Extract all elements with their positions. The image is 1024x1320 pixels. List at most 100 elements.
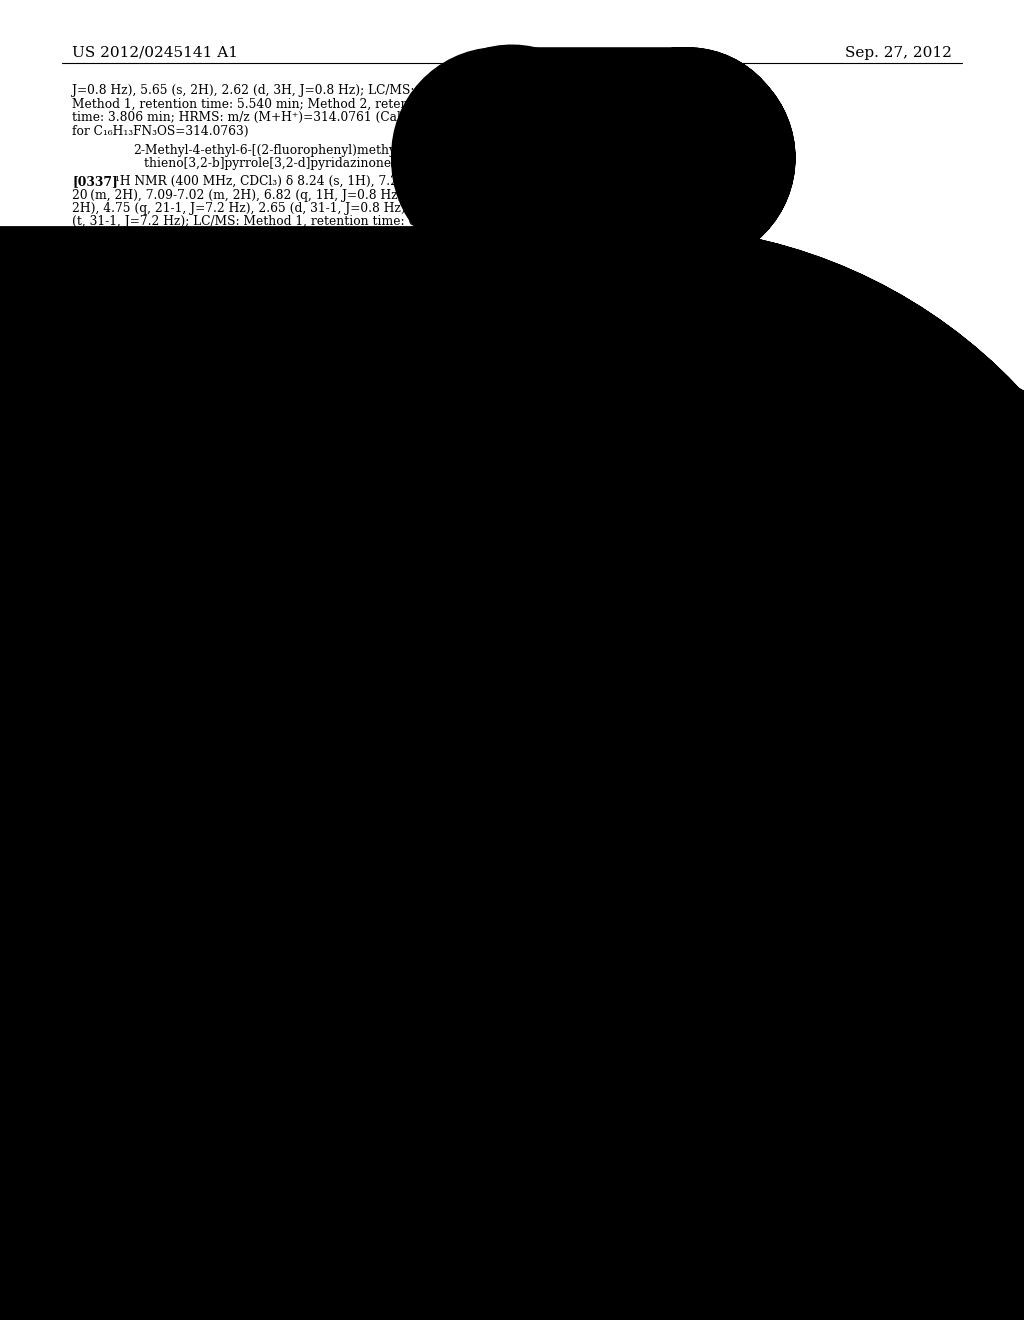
Text: procedure as preparing analogue 87. Following the same: procedure as preparing analogue 87. Foll… (72, 536, 429, 549)
Text: N: N (599, 334, 610, 346)
Text: H: H (613, 1005, 623, 1015)
Text: To a solution of carboxylate 79 (251 mg, 1.00 mmol): To a solution of carboxylate 79 (251 mg,… (115, 442, 440, 455)
Text: min; Method 2, retention time: 4.100 min; HRMS: m/z: min; Method 2, retention time: 4.100 min… (72, 363, 411, 375)
Text: a solution of carboxylate 96 dissolved in acetic anhydride (10: a solution of carboxylate 96 dissolved i… (535, 502, 918, 515)
Text: O₂N: O₂N (523, 983, 550, 997)
Text: (t, 31-1, J=7.2 Hz); LC/MS: Method 1, retention time: 6.630: (t, 31-1, J=7.2 Hz); LC/MS: Method 1, re… (72, 215, 443, 228)
Text: 93: 93 (212, 1175, 228, 1188)
Text: over MgSO₄. After the removal of organic solvent, the residue: over MgSO₄. After the removal of organic… (535, 583, 921, 597)
Text: O: O (630, 102, 640, 114)
Text: 1076).: 1076). (72, 256, 112, 269)
Text: 1/6) to give the desired nitration product 94 (148 mg, 12%) as: 1/6) to give the desired nitration produ… (535, 610, 924, 623)
Text: Ethyl-6-nitro-4H-thieno[3,2-b]pyrrole-5-carboxylate: Ethyl-6-nitro-4H-thieno[3,2-b]pyrrole-5-… (600, 445, 920, 458)
Text: S: S (610, 829, 620, 842)
Text: 20 (m, 2H), 7.09-7.02 (m, 2H), 6.82 (q, 1H, J=0.8 Hz), 5.53 (s,: 20 (m, 2H), 7.09-7.02 (m, 2H), 6.82 (q, … (72, 189, 457, 202)
Text: N: N (604, 152, 615, 165)
Text: H: H (648, 875, 657, 884)
Text: J=0.8 Hz), 5.65 (s, 2H), 2.62 (d, 3H, J=0.8 Hz); LC/MS:: J=0.8 Hz), 5.65 (s, 2H), 2.62 (d, 3H, J=… (72, 84, 415, 96)
Text: N: N (632, 871, 643, 884)
Text: H: H (593, 755, 603, 766)
Text: thieno[3,2-b]pyrrole[3,2-d]pyridazinone (90): thieno[3,2-b]pyrrole[3,2-d]pyridazinone … (143, 157, 420, 170)
Text: 96: 96 (580, 789, 596, 803)
Text: 2-Methyl-4-ethyl-6-[(2-fluorophenyl)methyl]-4H-: 2-Methyl-4-ethyl-6-[(2-fluorophenyl)meth… (133, 144, 431, 157)
Text: in THF (5 mL) cooled to −78° C. was added 3M MeMgCl: in THF (5 mL) cooled to −78° C. was adde… (72, 455, 425, 469)
Text: (300 mg, 25%).: (300 mg, 25%). (535, 638, 630, 649)
Text: N: N (155, 1002, 166, 1015)
Text: [0337]: [0337] (72, 176, 118, 187)
Text: CO₂Et: CO₂Et (187, 1006, 226, 1019)
Text: IBX: IBX (328, 1109, 350, 1122)
Text: S: S (196, 1078, 204, 1092)
Text: mg, 54%) as a white solid. The secondary alcohol was oxi-: mg, 54%) as a white solid. The secondary… (72, 510, 433, 523)
Text: OH: OH (264, 1077, 286, 1090)
Text: S: S (126, 958, 134, 972)
Text: US 2012/0245141 A1: US 2012/0245141 A1 (72, 46, 238, 59)
Text: 94: 94 (592, 220, 608, 234)
Text: CO₂Et: CO₂Et (617, 755, 656, 768)
Text: 92: 92 (597, 425, 612, 438)
Text: time: 3.806 min; HRMS: m/z (M+H⁺)=314.0761 (Calculated: time: 3.806 min; HRMS: m/z (M+H⁺)=314.07… (72, 111, 447, 124)
Text: [0340]: [0340] (535, 475, 581, 488)
Text: N: N (577, 751, 588, 764)
Text: (M+H⁺)=356.1232  (Calculated  for  C₁₉H₁₉FN₃OS₂=356.: (M+H⁺)=356.1232 (Calculated for C₁₉H₁₉FN… (72, 376, 427, 389)
Text: 61-1, J=7.2 Hz); LC/MS: Method 1, retention time: 6.897: 61-1, J=7.2 Hz); LC/MS: Method 1, retent… (72, 348, 426, 362)
Text: time: 6.659 min; Method 2, retention time: 3.762 min;: time: 6.659 min; Method 2, retention tim… (72, 605, 411, 616)
Text: CO₂Et: CO₂Et (637, 1006, 676, 1019)
Text: 4H-thieno[3,2-b]pyrrole[3,2-d]pyridazinone (91): 4H-thieno[3,2-b]pyrrole[3,2-d]pyridazino… (132, 290, 431, 304)
Text: 6.14 (m, 1H), 5.53 (s, 2H), 2.65 (d, 311, J=1.0 Hz), 1.58 (d,: 6.14 (m, 1H), 5.53 (s, 2H), 2.65 (d, 311… (72, 335, 438, 348)
Text: solution in THF (0.33 mL, 1 mmol). After work-up, the crude: solution in THF (0.33 mL, 1 mmol). After… (72, 469, 449, 482)
Text: 94: 94 (640, 920, 656, 933)
Text: CO₂Et: CO₂Et (639, 157, 678, 170)
Text: Sep. 27, 2012: Sep. 27, 2012 (845, 46, 952, 59)
Text: 79: 79 (167, 1060, 183, 1073)
Text: [3,2-b]pyrrole[3,241]-pyridazinone (92): [3,2-b]pyrrole[3,241]-pyridazinone (92) (160, 425, 404, 437)
Text: product was purified by column chromatography (EtOAc/: product was purified by column chromatog… (72, 483, 430, 495)
Text: N: N (597, 1002, 608, 1015)
Text: MeMgCl: MeMgCl (273, 997, 325, 1008)
Text: [0339]: [0339] (72, 442, 118, 455)
Text: min; Method 2, retention time: 4.052 min; HRMS: m/z: min; Method 2, retention time: 4.052 min… (72, 228, 411, 242)
Text: 2,4,8-Methyl-6-[(2-fluorophenyl)methyl]-4H-thieno: 2,4,8-Methyl-6-[(2-fluorophenyl)methyl]-… (125, 411, 439, 424)
Text: +: + (763, 880, 777, 898)
Text: organic layer was poured over ice and extracted with diethyl: organic layer was poured over ice and ex… (535, 543, 915, 556)
Text: DMF: DMF (688, 997, 718, 1010)
Text: -continued: -continued (622, 90, 688, 103)
Text: ether (3×30 mL). The combined organic layers were washed: ether (3×30 mL). The combined organic la… (535, 556, 913, 569)
Text: with saturated aqueous sodium carbonate solution and dried: with saturated aqueous sodium carbonate … (535, 569, 915, 582)
Text: a light yellow solid along with another nitration product 95: a light yellow solid along with another … (535, 623, 905, 636)
Text: Cu(NO₃)₂, Ac₂O: Cu(NO₃)₂, Ac₂O (643, 729, 735, 741)
Text: S: S (570, 292, 580, 305)
Text: CO₂Et: CO₂Et (259, 1126, 298, 1138)
Text: 95: 95 (610, 1049, 626, 1063)
Text: mL) at 0° C. The addition was completed in 1.5 h and the: mL) at 0° C. The addition was completed … (535, 516, 892, 528)
Text: S: S (575, 958, 585, 972)
Text: for C₁₆H₁₃FN₃OS=314.0763): for C₁₆H₁₃FN₃OS=314.0763) (72, 124, 249, 137)
Text: 2H), 4.75 (q, 21-1, J=7.2 Hz), 2.65 (d, 31-1, J=0.8 Hz), 1.48: 2H), 4.75 (q, 21-1, J=7.2 Hz), 2.65 (d, … (72, 202, 441, 215)
Text: Pulverized Cu(NO₃)₂ hydrate (953 mg, 4.10 mmol): Pulverized Cu(NO₃)₂ hydrate (953 mg, 4.1… (578, 475, 891, 488)
Text: 2H), 6.82 (q, 1H, J=1.0 Hz), 5.49 (s, 2H), 4.27 (s, 3H), 2.65 (d,: 2H), 6.82 (q, 1H, J=1.0 Hz), 5.49 (s, 2H… (72, 577, 460, 590)
Text: Hexane: 1/2) to give the desired secondary alcohol 93 (135: Hexane: 1/2) to give the desired seconda… (72, 496, 440, 510)
Text: NMR (400 MHz, CDCl₃) δ 7.26-7.16 (m, 2H), 7.08-7.01 (m,: NMR (400 MHz, CDCl₃) δ 7.26-7.16 (m, 2H)… (72, 564, 436, 577)
Text: CHO: CHO (193, 983, 223, 997)
Text: 2-Methyl-4-isopropyl-6-[(2-fluorophenyl)methyl]-: 2-Methyl-4-isopropyl-6-[(2-fluorophenyl)… (131, 277, 433, 290)
Text: 0 to r.t.: 0 to r.t. (643, 741, 686, 754)
Text: 1233).: 1233). (72, 389, 112, 403)
Text: F: F (720, 360, 728, 374)
Text: was purified by column chromatography (EtOAc/Hexane:: was purified by column chromatography (E… (535, 597, 892, 610)
Text: ¹H NMR (400 MHz, CDCl₃) δ 8.24 (s, 1H), 7.26-7.: ¹H NMR (400 MHz, CDCl₃) δ 8.24 (s, 1H), … (115, 176, 422, 187)
Text: [0338]: [0338] (72, 309, 118, 322)
Text: procedure for preparing 66, analogue 92 was obtained. ¹H: procedure for preparing 66, analogue 92 … (72, 550, 437, 564)
Text: THF, -78° C.: THF, -78° C. (273, 1008, 346, 1020)
Text: dissolved in acetic anhydride (8.2 mL) was added dropwise to: dissolved in acetic anhydride (8.2 mL) w… (535, 488, 921, 502)
Text: ¹H NMR (400 MHz, CDCl₃) δ 8.22 (s, 1H), 7.26-7.: ¹H NMR (400 MHz, CDCl₃) δ 8.22 (s, 1H), … (115, 309, 422, 322)
Text: Method 1, retention time: 5.540 min; Method 2, retention: Method 1, retention time: 5.540 min; Met… (72, 98, 433, 111)
Text: (M+H⁺)=342.1075  (Calculated  for  C₁₈H₁₇FN₃OS₂=342.: (M+H⁺)=342.1075 (Calculated for C₁₈H₁₇FN… (72, 243, 427, 256)
Text: HRMS:   m/z   (M+H⁺)=342.1077   (Calculated   for: HRMS: m/z (M+H⁺)=342.1077 (Calculated fo… (72, 618, 393, 631)
Text: 19 (m, 2H), 7.08-7.02 (m, 2H), 6.93 (q, 1H, J=1.0 Hz), 6.25-: 19 (m, 2H), 7.08-7.02 (m, 2H), 6.93 (q, … (72, 322, 442, 335)
Text: S: S (556, 709, 564, 722)
Text: CO₂Et: CO₂Et (672, 875, 711, 888)
Text: O: O (630, 366, 640, 379)
Text: 26: 26 (502, 46, 522, 59)
Text: DMSO: DMSO (328, 1121, 368, 1134)
Text: (95): (95) (748, 458, 773, 471)
